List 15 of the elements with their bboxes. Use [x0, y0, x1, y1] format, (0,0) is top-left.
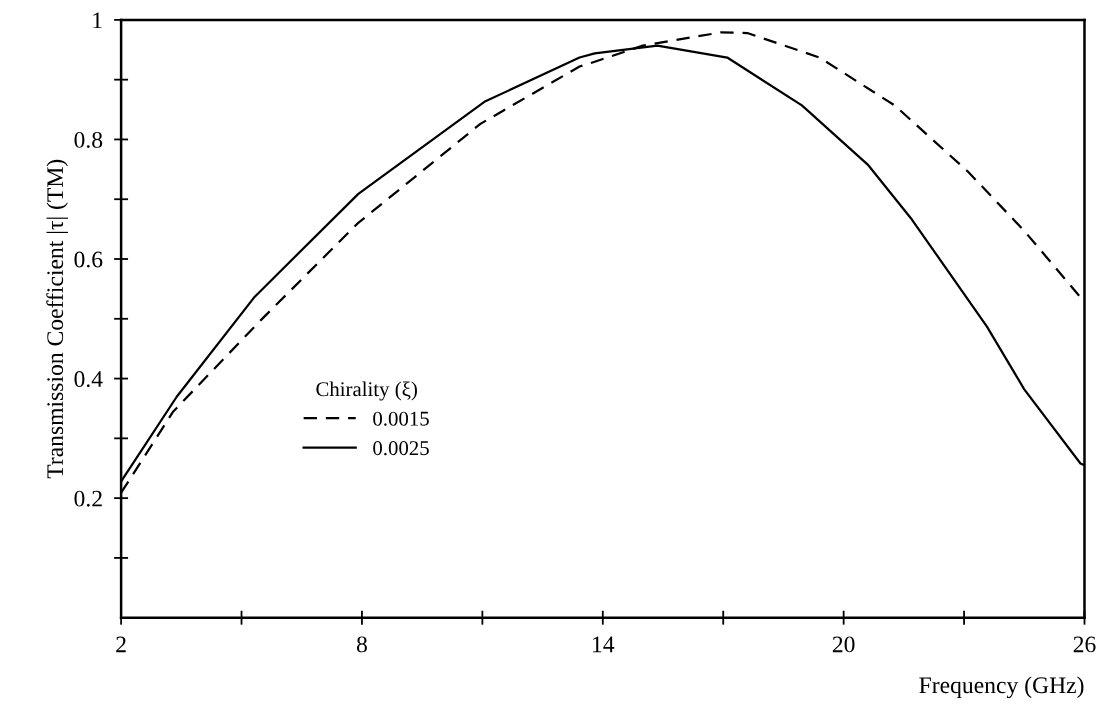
x-tick-label: 20	[832, 636, 855, 653]
y-axis-title: Transmission Coefficient |τ| (TM)	[46, 159, 68, 479]
y-tick-label: 0.4	[74, 371, 103, 388]
y-tick-label: 0.2	[74, 490, 102, 507]
x-tick-label: 14	[593, 636, 615, 653]
y-tick-label: 1	[93, 12, 102, 29]
y-tick-label: 0.6	[74, 251, 103, 268]
x-tick-label: 26	[1073, 636, 1096, 653]
x-axis-title: Frequency (GHz)	[919, 676, 1084, 699]
legend-title: Chirality (ξ)	[316, 381, 417, 401]
legend-label: 0.0015	[373, 411, 429, 426]
x-tick-label: 8	[356, 636, 367, 653]
legend-label: 0.0025	[373, 441, 429, 456]
y-tick-label: 0.8	[74, 131, 103, 148]
x-tick-label: 2	[116, 636, 126, 653]
